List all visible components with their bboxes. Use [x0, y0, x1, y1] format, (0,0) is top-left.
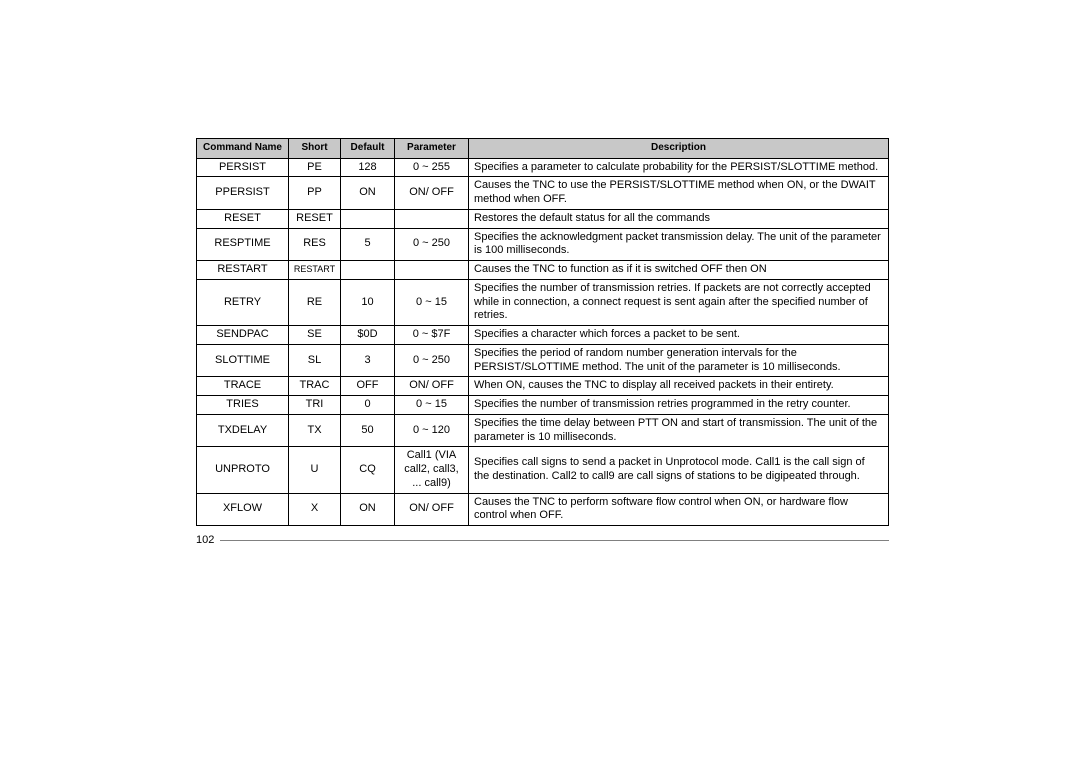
cell-short: SL: [289, 344, 341, 377]
cell-default: 5: [341, 228, 395, 261]
cell-name: TRACE: [197, 377, 289, 396]
cell-short: RES: [289, 228, 341, 261]
table-row: XFLOW X ON ON/ OFF Causes the TNC to per…: [197, 493, 889, 526]
cell-name: RESPTIME: [197, 228, 289, 261]
cell-default: CQ: [341, 447, 395, 493]
cell-desc: Restores the default status for all the …: [469, 209, 889, 228]
cell-default: [341, 261, 395, 280]
cell-desc: Causes the TNC to use the PERSIST/SLOTTI…: [469, 177, 889, 210]
cell-name: XFLOW: [197, 493, 289, 526]
cell-param: [395, 261, 469, 280]
header-command-name: Command Name: [197, 139, 289, 159]
cell-param: 0 ~ 15: [395, 279, 469, 325]
table-header-row: Command Name Short Default Parameter Des…: [197, 139, 889, 159]
cell-default: OFF: [341, 377, 395, 396]
cell-name: RESTART: [197, 261, 289, 280]
header-parameter: Parameter: [395, 139, 469, 159]
cell-short: TRI: [289, 396, 341, 415]
cell-param: ON/ OFF: [395, 177, 469, 210]
header-description: Description: [469, 139, 889, 159]
cell-short: TRAC: [289, 377, 341, 396]
cell-desc: Specifies a character which forces a pac…: [469, 326, 889, 345]
cell-short: RESET: [289, 209, 341, 228]
table-row: TRACE TRAC OFF ON/ OFF When ON, causes t…: [197, 377, 889, 396]
cell-desc: Specifies the number of transmission ret…: [469, 396, 889, 415]
table-row: RETRY RE 10 0 ~ 15 Specifies the number …: [197, 279, 889, 325]
table-row: SLOTTIME SL 3 0 ~ 250 Specifies the peri…: [197, 344, 889, 377]
cell-default: ON: [341, 177, 395, 210]
cell-desc: Specifies the period of random number ge…: [469, 344, 889, 377]
cell-short: PP: [289, 177, 341, 210]
cell-default: 50: [341, 414, 395, 447]
cell-desc: Specifies a parameter to calculate proba…: [469, 158, 889, 177]
cell-param: Call1 (VIA call2, call3, ... call9): [395, 447, 469, 493]
cell-short: PE: [289, 158, 341, 177]
cell-desc: When ON, causes the TNC to display all r…: [469, 377, 889, 396]
table-row: SENDPAC SE $0D 0 ~ $7F Specifies a chara…: [197, 326, 889, 345]
table-row: PPERSIST PP ON ON/ OFF Causes the TNC to…: [197, 177, 889, 210]
cell-name: TXDELAY: [197, 414, 289, 447]
cell-name: RETRY: [197, 279, 289, 325]
table-row: RESPTIME RES 5 0 ~ 250 Specifies the ack…: [197, 228, 889, 261]
page-content: Command Name Short Default Parameter Des…: [196, 138, 889, 546]
cell-param: 0 ~ 120: [395, 414, 469, 447]
cell-short: RESTART: [289, 261, 341, 280]
cell-default: 128: [341, 158, 395, 177]
cell-param: [395, 209, 469, 228]
cell-param: ON/ OFF: [395, 377, 469, 396]
cell-desc: Causes the TNC to function as if it is s…: [469, 261, 889, 280]
commands-table: Command Name Short Default Parameter Des…: [196, 138, 889, 526]
cell-name: PERSIST: [197, 158, 289, 177]
cell-param: 0 ~ 250: [395, 344, 469, 377]
cell-name: TRIES: [197, 396, 289, 415]
cell-default: 10: [341, 279, 395, 325]
table-row: RESTART RESTART Causes the TNC to functi…: [197, 261, 889, 280]
cell-short: TX: [289, 414, 341, 447]
table-row: RESET RESET Restores the default status …: [197, 209, 889, 228]
cell-desc: Specifies the time delay between PTT ON …: [469, 414, 889, 447]
cell-name: SLOTTIME: [197, 344, 289, 377]
cell-param: 0 ~ 15: [395, 396, 469, 415]
table-row: UNPROTO U CQ Call1 (VIA call2, call3, ..…: [197, 447, 889, 493]
cell-desc: Specifies the number of transmission ret…: [469, 279, 889, 325]
cell-name: PPERSIST: [197, 177, 289, 210]
cell-default: 3: [341, 344, 395, 377]
header-short: Short: [289, 139, 341, 159]
table-row: TXDELAY TX 50 0 ~ 120 Specifies the time…: [197, 414, 889, 447]
page-number: 102: [196, 534, 214, 546]
cell-default: ON: [341, 493, 395, 526]
footer-rule: [220, 540, 889, 541]
cell-short: X: [289, 493, 341, 526]
cell-param: 0 ~ $7F: [395, 326, 469, 345]
cell-param: ON/ OFF: [395, 493, 469, 526]
cell-default: 0: [341, 396, 395, 415]
cell-desc: Specifies the acknowledgment packet tran…: [469, 228, 889, 261]
cell-default: $0D: [341, 326, 395, 345]
cell-name: UNPROTO: [197, 447, 289, 493]
page-footer: 102: [196, 534, 889, 546]
cell-short: RE: [289, 279, 341, 325]
cell-desc: Specifies call signs to send a packet in…: [469, 447, 889, 493]
header-default: Default: [341, 139, 395, 159]
cell-desc: Causes the TNC to perform software flow …: [469, 493, 889, 526]
table-row: TRIES TRI 0 0 ~ 15 Specifies the number …: [197, 396, 889, 415]
cell-param: 0 ~ 255: [395, 158, 469, 177]
cell-param: 0 ~ 250: [395, 228, 469, 261]
cell-default: [341, 209, 395, 228]
cell-short: SE: [289, 326, 341, 345]
cell-name: RESET: [197, 209, 289, 228]
cell-short: U: [289, 447, 341, 493]
table-row: PERSIST PE 128 0 ~ 255 Specifies a param…: [197, 158, 889, 177]
cell-name: SENDPAC: [197, 326, 289, 345]
